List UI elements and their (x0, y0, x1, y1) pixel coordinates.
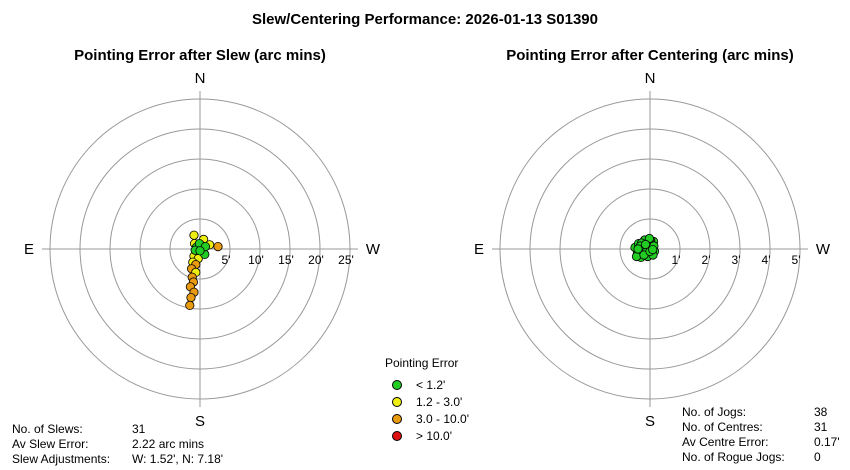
stat-row: Slew Adjustments: W: 1.52', N: 7.18' (12, 452, 223, 467)
stat-value: 0 (814, 450, 821, 464)
stat-label: No. of Centres: (682, 420, 763, 434)
slew-polar-plot: Pointing Error after Slew (arc mins) N S… (24, 47, 381, 430)
slew-error-point (186, 292, 196, 303)
stat-row: No. of Centres: 31 (682, 420, 840, 435)
slew-ring-label: 20' (308, 253, 324, 267)
stat-label: No. of Rogue Jogs: (682, 450, 785, 464)
slew-stats: No. of Slews: 31 Av Slew Error: 2.22 arc m… (12, 422, 223, 467)
legend-label: 3.0 - 10.0' (416, 411, 469, 426)
slew-error-point (195, 246, 205, 256)
pointing-error-legend: Pointing Error < 1.2' 1.2 - 3.0' 3.0 - 1… (385, 356, 469, 444)
centering-south-label: S (645, 413, 655, 430)
stat-value: 0.17' (814, 435, 840, 449)
stat-value: 31 (132, 422, 146, 436)
stat-label: No. of Slews: (12, 422, 83, 436)
centering-north-label: N (645, 70, 656, 87)
legend-label: < 1.2' (416, 377, 446, 392)
centering-polar-plot: Pointing Error after Centering (arc mins… (474, 47, 831, 430)
centering-ring-label: 1' (672, 253, 681, 267)
centering-east-label: E (474, 241, 484, 258)
centering-ring-label: 5' (792, 253, 801, 267)
stat-label: Av Slew Error: (12, 437, 89, 451)
legend-swatch (392, 396, 402, 407)
slew-error-point (189, 230, 199, 240)
slew-plot-title: Pointing Error after Slew (arc mins) (74, 47, 326, 64)
slew-error-point (213, 242, 223, 252)
legend-swatch (392, 413, 402, 424)
legend-title: Pointing Error (385, 356, 459, 370)
slew-ring-label: 5' (222, 253, 231, 267)
centering-error-point (648, 245, 658, 255)
stat-value: 2.22 arc mins (132, 437, 205, 451)
legend-label: 1.2 - 3.0' (416, 394, 463, 409)
stat-row: No. of Slews: 31 (12, 422, 223, 437)
centre-stats: No. of Jogs: 38 No. of Centres: 31 Av Cent… (682, 405, 840, 465)
legend-item-green: < 1.2' (385, 376, 469, 393)
stat-row: No. of Rogue Jogs: 0 (682, 450, 840, 465)
slew-ring-label: 15' (278, 253, 294, 267)
slew-west-label: W (366, 241, 381, 258)
stat-row: No. of Jogs: 38 (682, 405, 840, 420)
centering-ring-label: 4' (762, 253, 771, 267)
centering-ring-label: 2' (702, 253, 711, 267)
slew-error-point (185, 300, 195, 310)
page-title: Slew/Centering Performance: 2026-01-13 S… (252, 11, 598, 28)
centering-ring-label: 3' (732, 253, 741, 267)
slew-ring-label: 25' (338, 253, 354, 267)
slew-east-label: E (24, 241, 34, 258)
legend-item-yellow: 1.2 - 3.0' (385, 393, 469, 410)
stat-row: Av Slew Error: 2.22 arc mins (12, 437, 223, 452)
stat-label: Av Centre Error: (682, 435, 769, 449)
centering-plot-title: Pointing Error after Centering (arc mins… (506, 47, 794, 64)
slew-south-label: S (195, 413, 205, 430)
legend-swatch (392, 379, 402, 390)
stat-value: 31 (814, 420, 828, 434)
stat-value: 38 (814, 405, 828, 419)
slew-ring-label: 10' (248, 253, 264, 267)
stat-value: W: 1.52', N: 7.18' (132, 452, 224, 466)
stat-label: Slew Adjustments: (12, 452, 111, 466)
centering-error-point (640, 239, 651, 250)
legend-item-red: > 10.0' (385, 427, 469, 444)
legend-swatch (392, 430, 402, 441)
centering-west-label: W (816, 241, 831, 258)
stat-row: Av Centre Error: 0.17' (682, 435, 840, 450)
stat-label: No. of Jogs: (682, 405, 747, 419)
legend-label: > 10.0' (416, 428, 452, 443)
centering-error-point (633, 244, 643, 254)
slew-north-label: N (195, 70, 206, 87)
legend-item-orange: 3.0 - 10.0' (385, 410, 469, 427)
centering-error-point (631, 251, 642, 262)
